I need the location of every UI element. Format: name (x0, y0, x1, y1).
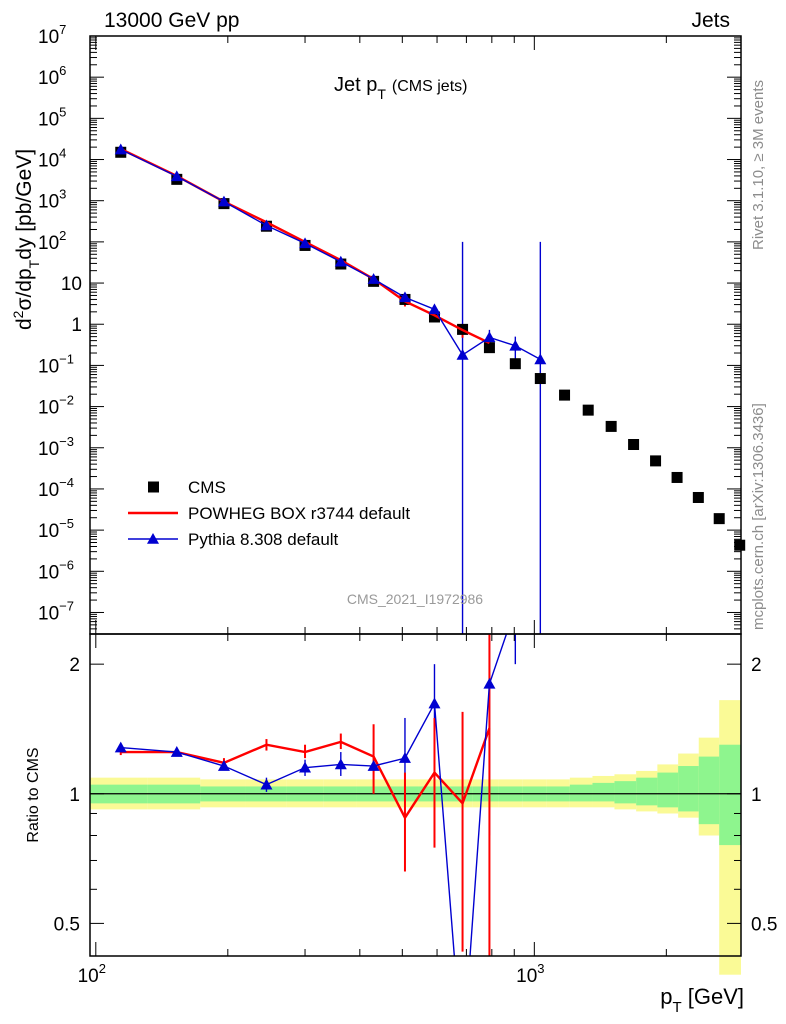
legend-entry-label: POWHEG BOX r3744 default (188, 504, 410, 523)
uncertainty-band-inner (678, 766, 699, 812)
header-left: 13000 GeV pp (104, 9, 239, 32)
header-right: Jets (691, 9, 730, 32)
uncertainty-band-inner (657, 772, 679, 808)
main-plot-title: Jet pT (CMS jets) (334, 74, 467, 102)
cms-data-point (650, 455, 662, 467)
ratio-y-tick-label-left: 1 (69, 785, 80, 806)
ratio-y-tick-label-right: 0.5 (751, 914, 777, 935)
main-y-tick-label: 10−5 (38, 516, 74, 542)
main-plot-title-extra: (CMS jets) (392, 78, 468, 95)
legend-entry-label: Pythia 8.308 default (188, 530, 339, 549)
pythia-ratio-point (398, 752, 411, 763)
pythia-point (509, 339, 522, 351)
ratio-y-tick-label-left: 0.5 (54, 914, 80, 935)
pythia-point (456, 348, 469, 360)
legend-entry-label: CMS (188, 478, 226, 497)
main-y-tick-label: 10−1 (38, 351, 74, 377)
main-y-tick-label: 104 (38, 146, 66, 172)
x-tick-label: 102 (78, 961, 106, 987)
main-y-tick-label: 1 (71, 315, 82, 336)
main-y-tick-label: 103 (38, 187, 66, 213)
pythia-ratio-point (428, 697, 441, 709)
pythia-ratio-point (334, 758, 347, 770)
pythia-point (398, 291, 411, 303)
cms-data-point (628, 439, 640, 451)
pythia-point (483, 331, 496, 343)
main-y-tick-label: 106 (38, 63, 66, 89)
ratio-y-tick-label-right: 2 (751, 655, 762, 676)
cms-data-point (559, 389, 571, 401)
main-plot-area (114, 143, 746, 634)
pythia-ratio-point (114, 741, 127, 753)
x-axis-label: pT [GeV] (660, 984, 744, 1016)
pythia-point (534, 353, 547, 365)
main-y-tick-label: 10−7 (38, 598, 74, 624)
main-y-tick-label: 10−6 (38, 557, 74, 583)
ratio-series-lines (120, 634, 508, 956)
ratio-y-tick-labels: 2 2 1 1 0.5 0.5 (54, 655, 778, 935)
ratio-y-axis-label: Ratio to CMS (25, 747, 42, 842)
pythia-point (367, 273, 380, 284)
ratio-y-tick-label-right: 1 (751, 785, 762, 806)
pythia-point (170, 170, 183, 182)
main-y-tick-label: 105 (38, 104, 66, 130)
ratio-y-tick-label-left: 2 (69, 655, 80, 676)
ratio-axes (89, 633, 742, 957)
side-label-bottom: mcplots.cern.ch [arXiv:1306.3436] (750, 403, 767, 630)
cms-data-point (605, 420, 617, 432)
powheg-ratio-line (120, 727, 491, 821)
pythia-ratio-point (367, 760, 380, 771)
uncertainty-band-inner (569, 784, 593, 802)
uncertainty-band-inner (592, 782, 615, 802)
pythia-point (260, 219, 273, 231)
cms-data-point (734, 539, 746, 551)
pythia-point (334, 255, 347, 267)
analysis-watermark: CMS_2021_I1972986 (347, 591, 483, 607)
uncertainty-band-inner (636, 777, 658, 806)
pythia-ratio-point (170, 746, 183, 757)
pythia-point (428, 303, 441, 315)
main-plot-title-subscript: T (377, 86, 386, 102)
main-panel: Jet pT (CMS jets) CMS_2021_I1972986 10710… (10, 22, 746, 635)
pythia-point (299, 237, 312, 249)
legend-pythia-marker (147, 533, 159, 544)
main-y-tick-label: 107 (38, 22, 66, 48)
pythia-ratio-point (217, 760, 230, 771)
pythia-ratio-line (120, 634, 508, 956)
main-y-tick-labels: 10710610510410310210110−110−210−310−410−… (38, 22, 82, 624)
pythia-point (114, 143, 127, 155)
main-y-tick-label: 10 (61, 274, 82, 295)
uncertainty-band-inner (719, 744, 741, 846)
cms-data-point (483, 342, 495, 354)
ratio-plot-area (90, 634, 741, 975)
cms-data-point (509, 358, 521, 370)
x-tick-label: 103 (516, 961, 544, 987)
pythia-ratio-point (483, 677, 496, 689)
cms-data-point (534, 373, 546, 385)
main-axes (89, 35, 742, 635)
cms-data-point (692, 491, 704, 503)
side-label-top: Rivet 3.1.10, ≥ 3M events (750, 80, 767, 250)
x-tick-labels: 102 103 (78, 961, 545, 987)
ratio-panel: 2 2 1 1 0.5 0.5 Ratio to CMS 102 103 pT [GeV] (25, 633, 778, 1016)
main-y-tick-label: 10−4 (38, 475, 74, 501)
pythia-ratio-point (260, 778, 273, 790)
legend: CMS POWHEG BOX r3744 default Pythia 8.308 … (128, 478, 410, 549)
cms-data-point (671, 471, 683, 483)
pythia-ratio-point (299, 761, 312, 773)
main-y-tick-label: 10−3 (38, 434, 74, 460)
pythia-point (217, 195, 230, 207)
cms-data-point (428, 311, 440, 323)
uncertainty-band-inner (614, 781, 637, 804)
cms-data-point (582, 404, 594, 416)
main-y-tick-label: 10−2 (38, 393, 74, 419)
ratio-frame (89, 633, 742, 957)
uncertainty-band-inner (698, 756, 720, 825)
legend-cms-marker (148, 481, 159, 493)
main-y-tick-label: 102 (38, 228, 66, 254)
cms-data-point (713, 513, 725, 525)
